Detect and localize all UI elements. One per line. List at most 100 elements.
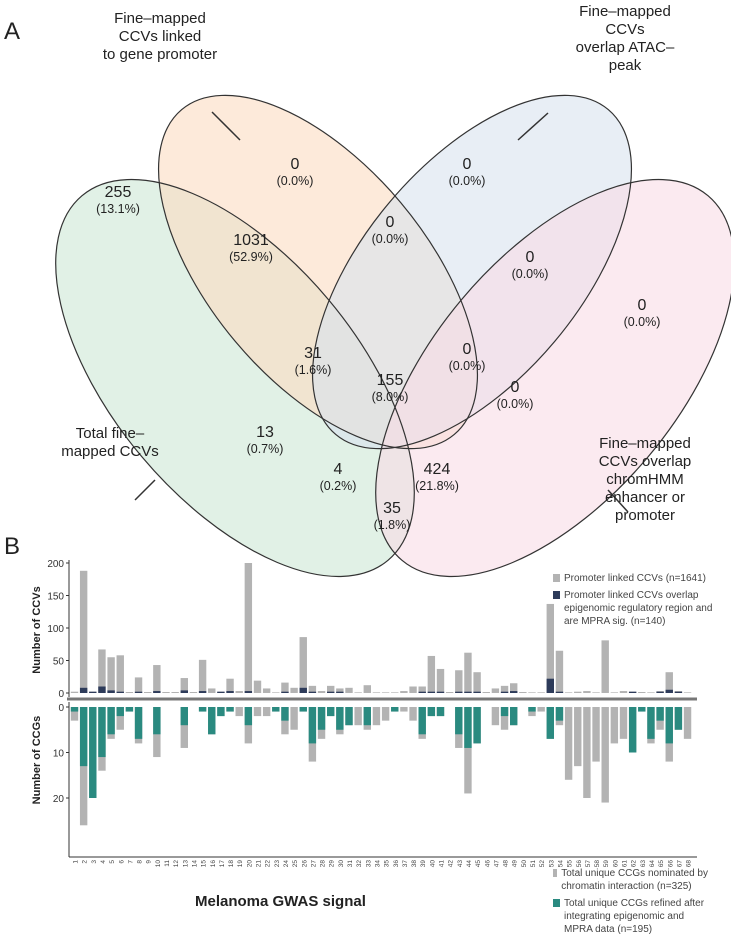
bar-promoter-linked-41 bbox=[436, 668, 445, 693]
x-tick-label: 57 bbox=[585, 860, 592, 868]
x-tick-label: 36 bbox=[393, 860, 400, 868]
region-percent: (0.0%) bbox=[276, 174, 314, 188]
x-tick-label: 4 bbox=[100, 860, 107, 864]
bar-total-ccgs-48 bbox=[500, 707, 509, 730]
legend-label: Promoter linked CCVs overlap epigenomic … bbox=[564, 590, 713, 627]
x-tick-label: 53 bbox=[548, 860, 555, 868]
x-tick-label: 28 bbox=[320, 860, 327, 868]
bar-promoter-linked-4 bbox=[98, 649, 106, 693]
bar-mpra-sig-26 bbox=[299, 687, 307, 693]
bar-refined-ccgs-18 bbox=[226, 707, 234, 712]
x-tick-label: 54 bbox=[557, 860, 564, 868]
bar-promoter-linked-51 bbox=[528, 692, 536, 693]
venn-region-total: 255 (13.1%) bbox=[96, 183, 140, 217]
bar-promoter-linked-54 bbox=[555, 650, 564, 693]
bar-refined-ccgs-6 bbox=[116, 707, 124, 717]
x-tick-label: 64 bbox=[649, 860, 656, 868]
bar-promoter-linked-53 bbox=[546, 603, 554, 693]
bar-total-ccgs-6 bbox=[116, 707, 124, 730]
bar-refined-ccgs-29 bbox=[327, 707, 335, 717]
bar-promoter-linked-56 bbox=[574, 691, 582, 693]
set-label-atac: Fine–mapped CCVs overlap ATAC– peak bbox=[575, 3, 675, 74]
bar-mpra-sig-45 bbox=[473, 691, 481, 693]
x-tick-label: 24 bbox=[283, 860, 290, 868]
bar-total-ccgs-56 bbox=[574, 707, 582, 767]
top-y-axis-title: Number of CCVs bbox=[31, 586, 43, 673]
x-tick-label: 59 bbox=[603, 860, 610, 868]
bar-refined-ccgs-1 bbox=[70, 707, 79, 712]
bar-promoter-linked-60 bbox=[610, 692, 619, 693]
top-y-tick-label: 0 bbox=[58, 689, 64, 700]
region-percent: (0.0%) bbox=[511, 267, 549, 281]
x-tick-label: 58 bbox=[594, 860, 601, 868]
bar-promoter-linked-49 bbox=[510, 683, 518, 693]
x-tick-label: 6 bbox=[118, 860, 125, 864]
panel-a-letter: A bbox=[4, 18, 21, 45]
bar-total-ccgs-25 bbox=[290, 707, 298, 730]
x-tick-label: 7 bbox=[127, 860, 134, 864]
bar-mpra-sig-8 bbox=[134, 691, 143, 693]
bar-promoter-linked-59 bbox=[601, 640, 609, 693]
bottom-y-tick-label: 0 bbox=[58, 703, 64, 714]
legend-item-mpra-sig: Promoter linked CCVs overlap epigenomic … bbox=[553, 589, 731, 628]
bar-promoter-linked-64 bbox=[647, 692, 655, 693]
bar-mpra-sig-65 bbox=[656, 691, 664, 693]
x-tick-label: 34 bbox=[374, 860, 381, 868]
bar-refined-ccgs-48 bbox=[500, 707, 509, 717]
bar-promoter-linked-30 bbox=[336, 688, 344, 693]
bar-mpra-sig-29 bbox=[327, 691, 335, 693]
x-tick-label: 38 bbox=[411, 860, 418, 868]
top-y-tick-label: 150 bbox=[47, 592, 64, 603]
bar-mpra-sig-27 bbox=[308, 691, 317, 693]
bar-promoter-linked-21 bbox=[253, 680, 262, 693]
x-tick-label: 20 bbox=[246, 860, 253, 868]
venn-region-total-promoter-chromhmm: 424 (21.8%) bbox=[415, 460, 459, 494]
bar-promoter-linked-32 bbox=[354, 692, 362, 693]
x-tick-label: 9 bbox=[146, 860, 153, 864]
region-percent: (0.7%) bbox=[246, 442, 284, 456]
bar-mpra-sig-24 bbox=[281, 691, 289, 693]
bar-promoter-linked-15 bbox=[198, 659, 207, 693]
bar-promoter-linked-47 bbox=[491, 688, 500, 693]
bar-promoter-linked-18 bbox=[226, 678, 234, 693]
bar-promoter-linked-22 bbox=[262, 688, 271, 693]
bar-promoter-linked-50 bbox=[519, 692, 527, 693]
bar-refined-ccgs-41 bbox=[436, 707, 445, 717]
bar-refined-ccgs-65 bbox=[656, 707, 664, 721]
x-tick-label: 33 bbox=[365, 860, 372, 868]
legend-swatch bbox=[553, 869, 558, 877]
bar-promoter-linked-10 bbox=[153, 665, 161, 693]
legend-item-promoter-linked: Promoter linked CCVs (n=1641) bbox=[553, 572, 731, 585]
bar-total-ccgs-32 bbox=[354, 707, 362, 726]
bar-refined-ccgs-53 bbox=[546, 707, 554, 739]
legend-top: Promoter linked CCVs (n=1641) Promoter l… bbox=[553, 572, 731, 632]
bar-refined-ccgs-33 bbox=[363, 707, 371, 726]
bar-refined-ccgs-64 bbox=[647, 707, 655, 739]
venn-region-total-chromhmm: 35 (1.8%) bbox=[374, 499, 411, 533]
x-tick-label: 39 bbox=[420, 860, 427, 868]
bar-total-ccgs-22 bbox=[262, 707, 271, 717]
x-tick-label: 52 bbox=[539, 860, 546, 868]
x-tick-label: 55 bbox=[567, 860, 574, 868]
bar-refined-ccgs-20 bbox=[244, 707, 253, 726]
x-tick-label: 8 bbox=[137, 860, 144, 864]
bar-total-ccgs-19 bbox=[235, 707, 243, 717]
venn-region-chromhmm: 0 (0.0%) bbox=[624, 296, 661, 330]
venn-set-total-fill bbox=[55, 179, 415, 577]
x-tick-label: 5 bbox=[109, 860, 116, 864]
bar-refined-ccgs-62 bbox=[628, 707, 637, 753]
venn-region-total-atac-chromhmm: 4 (0.2%) bbox=[320, 460, 357, 494]
bar-refined-ccgs-66 bbox=[665, 707, 673, 744]
legend-bottom: Total unique CCGs nominated by chromatin… bbox=[553, 867, 731, 940]
region-count: 0 bbox=[290, 156, 300, 173]
x-tick-label: 21 bbox=[256, 860, 263, 868]
x-tick-label: 25 bbox=[292, 860, 299, 868]
bar-total-ccgs-55 bbox=[564, 707, 573, 780]
x-tick-label: 10 bbox=[155, 860, 162, 868]
bar-refined-ccgs-23 bbox=[272, 707, 280, 712]
bar-mpra-sig-54 bbox=[555, 691, 564, 693]
x-tick-label: 3 bbox=[91, 860, 98, 864]
bar-mpra-sig-44 bbox=[464, 691, 472, 693]
bar-mpra-sig-48 bbox=[500, 691, 509, 693]
x-tick-label: 48 bbox=[503, 860, 510, 868]
